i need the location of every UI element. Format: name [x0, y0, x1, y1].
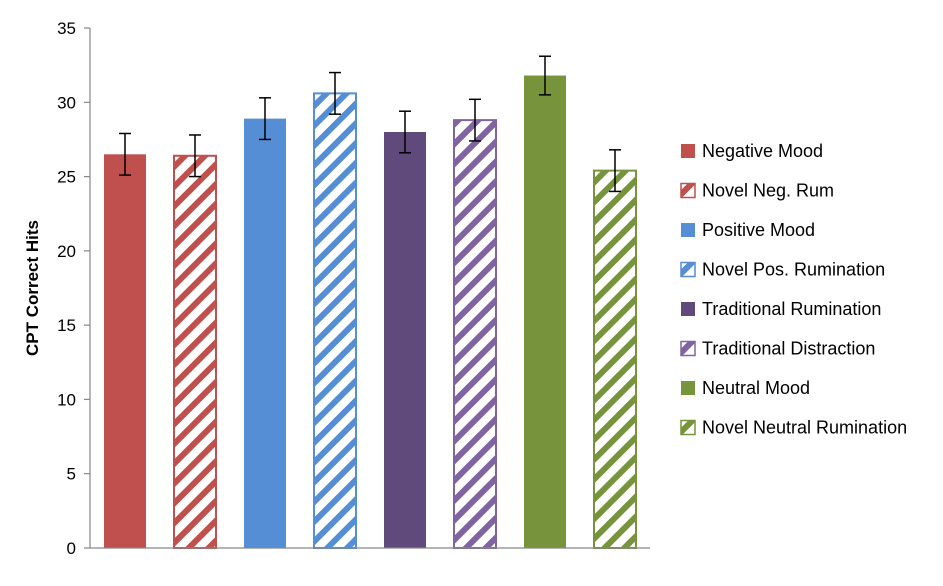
y-tick-label: 15 [57, 316, 76, 335]
legend-swatch [681, 381, 695, 395]
y-tick-label: 10 [57, 390, 76, 409]
bar [593, 169, 637, 549]
legend-item: Novel Pos. Rumination [680, 260, 885, 280]
legend-label: Novel Neutral Rumination [702, 418, 907, 438]
legend-label: Positive Mood [702, 220, 815, 240]
legend-label: Neutral Mood [702, 378, 810, 398]
y-tick-label: 30 [57, 93, 76, 112]
error-bar [189, 134, 201, 178]
y-tick-label: 5 [67, 465, 76, 484]
error-bar [119, 132, 131, 176]
bar [244, 118, 286, 548]
legend-label: Novel Neg. Rum [702, 181, 834, 201]
legend-swatch [680, 419, 696, 436]
legend-item: Positive Mood [681, 220, 815, 240]
bar [173, 154, 217, 549]
legend-item: Traditional Rumination [681, 299, 881, 319]
error-bar [399, 110, 411, 154]
y-axis-label: CPT Correct Hits [23, 220, 42, 356]
bar [384, 132, 426, 548]
legend: Negative Mood Novel Neg. Rum Positive Mood… [680, 141, 907, 438]
y-axis: 0 5 10 15 20 25 30 35 [57, 19, 91, 558]
bar [524, 75, 566, 549]
legend-label: Traditional Distraction [702, 339, 875, 359]
error-bar [609, 149, 621, 193]
y-tick-label: 0 [67, 539, 76, 558]
y-tick-label: 20 [57, 242, 76, 261]
legend-item: Traditional Distraction [680, 339, 875, 359]
legend-label: Negative Mood [702, 141, 823, 161]
error-bar [469, 98, 481, 142]
legend-swatch [681, 302, 695, 316]
legend-item: Novel Neg. Rum [680, 181, 834, 201]
error-bar [329, 71, 341, 115]
bar [313, 92, 357, 549]
legend-swatch [681, 223, 695, 237]
legend-label: Traditional Rumination [702, 299, 881, 319]
legend-label: Novel Pos. Rumination [702, 260, 885, 280]
bar [104, 154, 146, 549]
error-bars [119, 55, 621, 193]
error-bar [259, 97, 271, 141]
bar [453, 119, 497, 549]
y-tick-label: 35 [57, 19, 76, 38]
legend-item: Neutral Mood [681, 378, 810, 398]
legend-swatch [680, 261, 696, 278]
legend-swatch [681, 144, 695, 158]
bars [104, 75, 637, 549]
legend-swatch [680, 182, 696, 199]
legend-item: Negative Mood [681, 141, 823, 161]
legend-swatch [680, 340, 696, 357]
y-tick-label: 25 [57, 168, 76, 187]
error-bar [539, 55, 551, 96]
legend-item: Novel Neutral Rumination [680, 418, 907, 438]
